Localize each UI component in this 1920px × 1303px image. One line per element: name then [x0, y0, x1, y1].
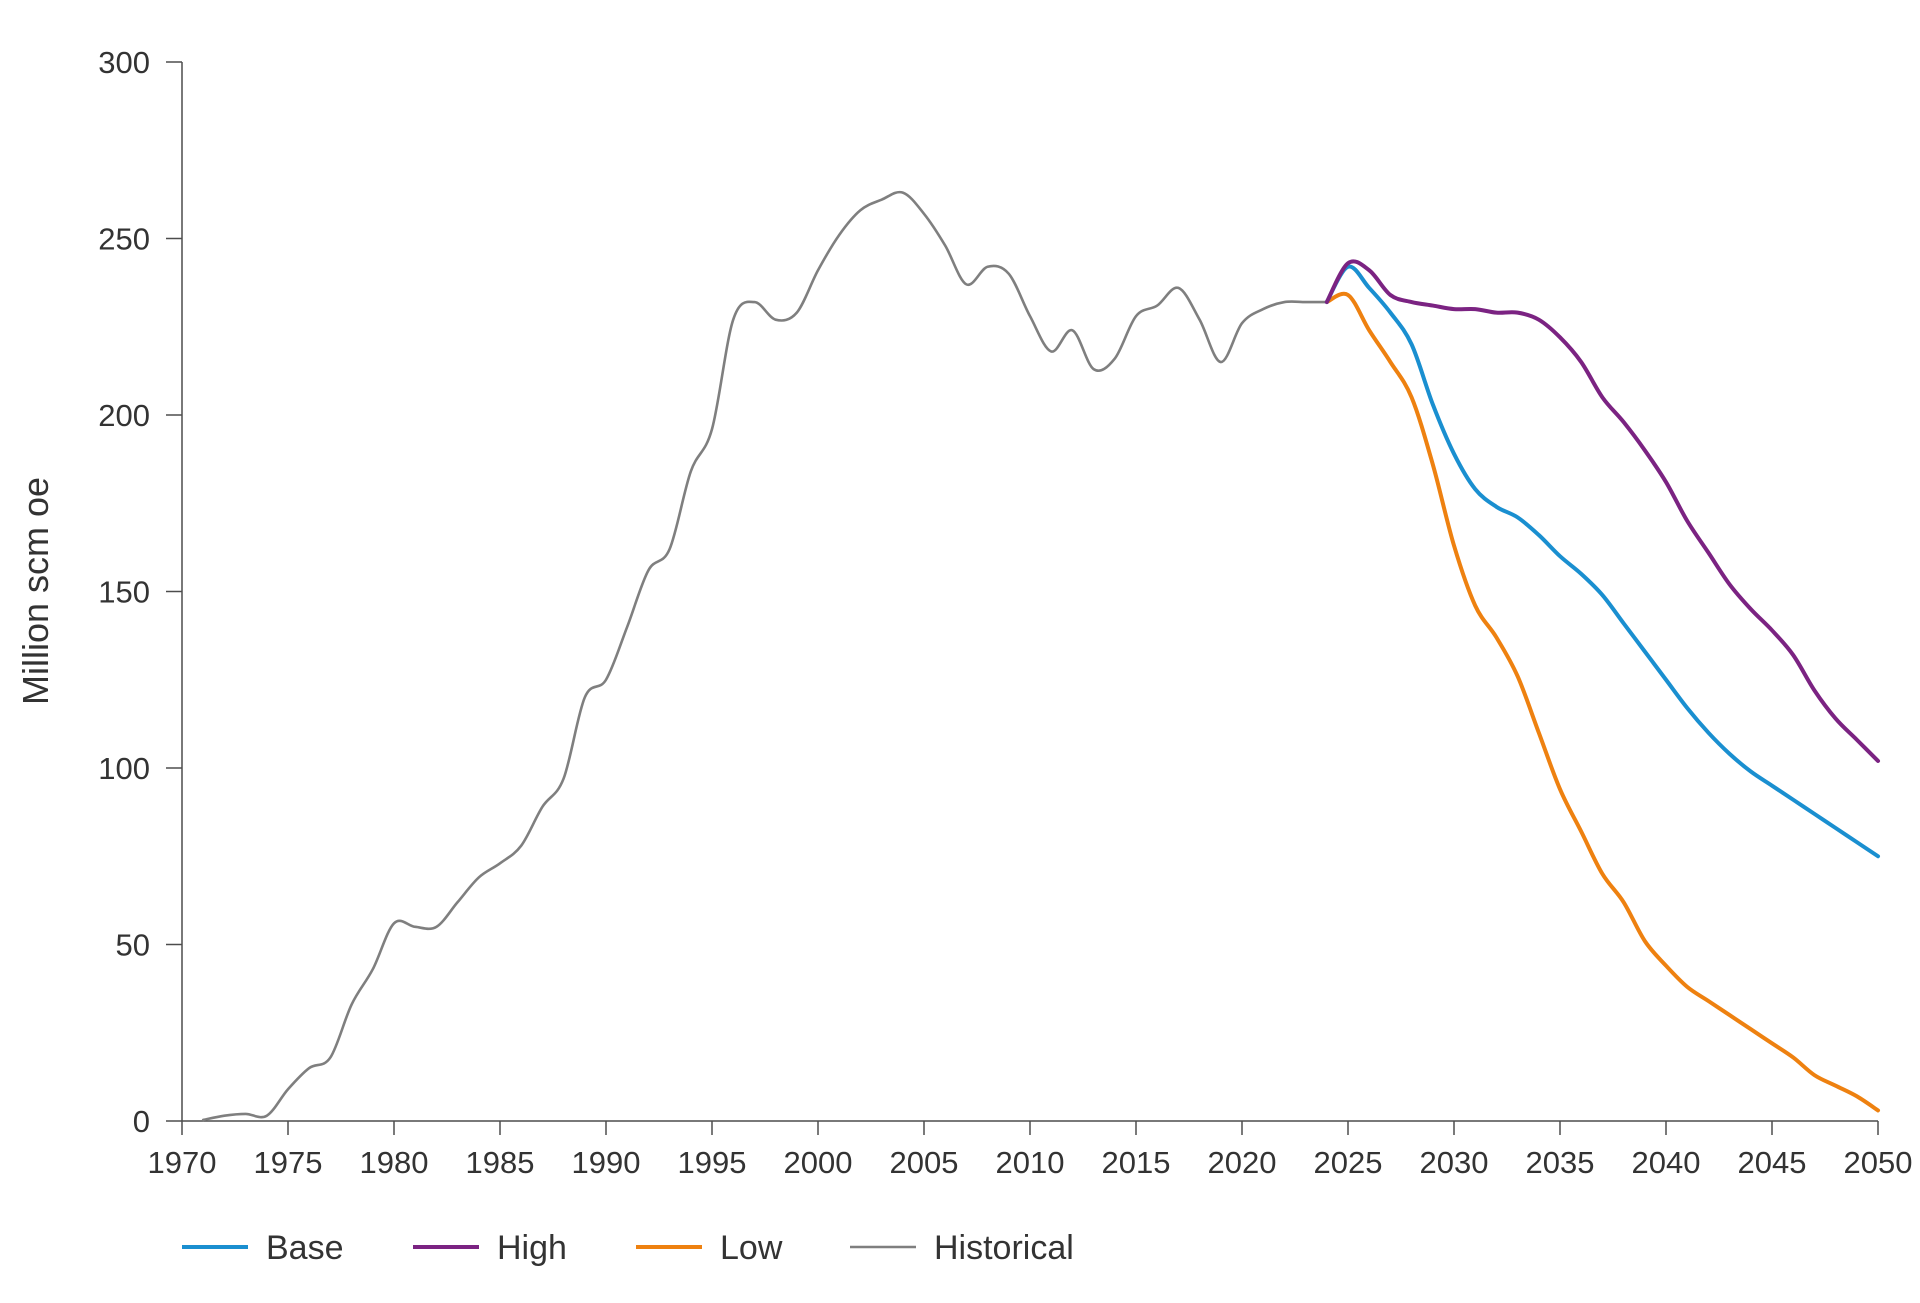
series-line-base — [1324, 264, 1880, 859]
x-tick-label: 2010 — [996, 1145, 1065, 1180]
legend-label: High — [497, 1229, 567, 1267]
series-line-historical — [201, 190, 1329, 1122]
x-tick-label: 2050 — [1844, 1145, 1913, 1180]
series-lines — [201, 190, 1880, 1122]
x-tick-label: 2020 — [1208, 1145, 1277, 1180]
y-tick-label: 50 — [116, 928, 150, 963]
y-tick-label: 150 — [98, 575, 150, 610]
x-tick-label: 1975 — [254, 1145, 323, 1180]
x-tick-label: 2045 — [1738, 1145, 1807, 1180]
x-tick-label: 1980 — [360, 1145, 429, 1180]
axes: 0 50 100 150 200 250 300 1970 1975 1980 1985 1990 19… — [98, 45, 1912, 1180]
x-tick-label: 1995 — [678, 1145, 747, 1180]
x-tick-label: 2035 — [1526, 1145, 1595, 1180]
x-tick-label: 1970 — [148, 1145, 217, 1180]
legend-item-base: Base — [182, 1229, 344, 1267]
y-tick-label: 300 — [98, 45, 150, 80]
legend-item-historical: Historical — [850, 1229, 1074, 1267]
x-tick-label: 2040 — [1632, 1145, 1701, 1180]
series-line-low — [1324, 291, 1880, 1113]
x-tick-label: 1985 — [466, 1145, 535, 1180]
y-tick-label: 0 — [133, 1104, 150, 1139]
y-tick-label: 100 — [98, 751, 150, 786]
x-tick-label: 2015 — [1102, 1145, 1171, 1180]
x-tick-label: 2005 — [890, 1145, 959, 1180]
legend-label: Base — [266, 1229, 344, 1267]
y-axis-title: Million scm oe — [15, 477, 56, 705]
x-tick-label: 2000 — [784, 1145, 853, 1180]
legend-label: Low — [720, 1229, 783, 1267]
legend-item-low: Low — [636, 1229, 783, 1267]
legend-item-high: High — [413, 1229, 567, 1267]
y-tick-label: 250 — [98, 222, 150, 257]
x-tick-label: 2025 — [1314, 1145, 1383, 1180]
x-tick-label: 2030 — [1420, 1145, 1489, 1180]
y-tick-label: 200 — [98, 398, 150, 433]
x-tick-label: 1990 — [572, 1145, 641, 1180]
legend-label: Historical — [934, 1229, 1074, 1267]
legend: Base High Low Historical — [182, 1229, 1074, 1267]
series-line-high — [1324, 259, 1880, 763]
